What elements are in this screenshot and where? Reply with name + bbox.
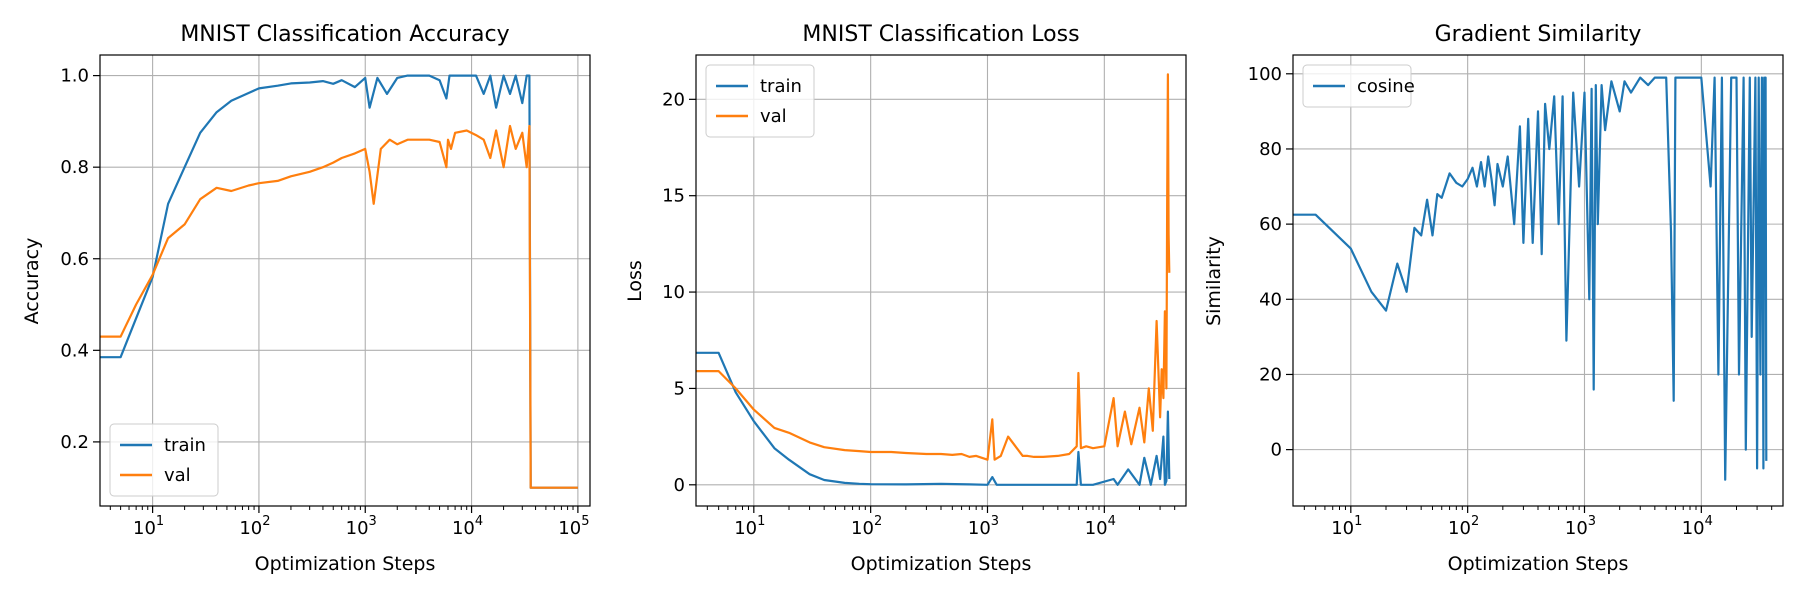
legend-label: train (164, 435, 206, 456)
y-tick-label: 20 (662, 89, 685, 110)
loss-chart: MNIST Classification Loss Optimization S… (624, 22, 1187, 575)
y-tick-label: 40 (1259, 289, 1282, 310)
series-line-val (696, 73, 1171, 461)
legend-label: val (164, 465, 191, 486)
legend: cosine (1302, 64, 1415, 108)
y-tick-label: 10 (662, 282, 685, 303)
y-tick-label: 60 (1259, 214, 1282, 235)
series-line-cosine (1293, 76, 1768, 481)
y-tick-label: 0.8 (60, 157, 89, 178)
series-line-train (696, 351, 1171, 486)
x-tick-label: 103 (1565, 514, 1596, 539)
x-tick-label: 101 (133, 514, 164, 539)
legend-box (1302, 64, 1412, 108)
x-axis-label: Optimization Steps (851, 553, 1032, 575)
x-tick-label: 102 (239, 514, 270, 539)
legend: train val (109, 423, 219, 497)
y-tick-label: 0.2 (60, 432, 89, 453)
y-tick-label: 0 (674, 475, 685, 496)
y-axis-label: Accuracy (21, 238, 43, 325)
x-tick-label: 105 (558, 514, 589, 539)
legend: train val (705, 64, 815, 138)
x-tick-label: 102 (851, 514, 882, 539)
chart-title: MNIST Classification Loss (802, 22, 1079, 47)
y-tick-label: 1.0 (60, 66, 89, 87)
y-tick-label: 20 (1259, 364, 1282, 385)
plot-area (100, 74, 578, 489)
x-axis-label: Optimization Steps (1448, 553, 1629, 575)
y-tick-label: 80 (1259, 139, 1282, 160)
chart-title: MNIST Classification Accuracy (180, 22, 509, 47)
x-tick-label: 101 (734, 514, 765, 539)
x-axis-label: Optimization Steps (255, 553, 436, 575)
y-tick-label: 0.6 (60, 249, 89, 270)
plot-area (1293, 76, 1768, 481)
y-tick-label: 0 (1271, 440, 1282, 461)
y-tick-label: 5 (674, 378, 685, 399)
y-tick-label: 0.4 (60, 340, 89, 361)
y-tick-label: 15 (662, 186, 685, 207)
x-tick-label: 103 (346, 514, 377, 539)
gradient-similarity-chart: Gradient Similarity Optimization Steps S… (1203, 22, 1784, 575)
x-tick-label: 104 (452, 514, 483, 539)
legend-label: train (760, 76, 802, 97)
y-axis-label: Similarity (1203, 236, 1225, 326)
series-line-train (100, 74, 578, 489)
x-tick-label: 102 (1448, 514, 1479, 539)
x-tick-label: 104 (1085, 514, 1116, 539)
x-tick-label: 103 (968, 514, 999, 539)
legend-label: val (760, 106, 787, 127)
legend-box (109, 423, 219, 497)
chart-title: Gradient Similarity (1435, 22, 1642, 47)
series-line-val (100, 124, 578, 489)
y-tick-label: 100 (1248, 64, 1282, 85)
accuracy-chart: MNIST Classification Accuracy Optimizati… (21, 22, 591, 575)
axes-frame (99, 54, 591, 507)
y-axis-label: Loss (624, 260, 646, 302)
grid (100, 55, 590, 506)
legend-label: cosine (1357, 76, 1415, 97)
plot-area (696, 73, 1171, 486)
x-tick-label: 104 (1682, 514, 1713, 539)
x-tick-label: 101 (1331, 514, 1362, 539)
legend-box (705, 64, 815, 138)
